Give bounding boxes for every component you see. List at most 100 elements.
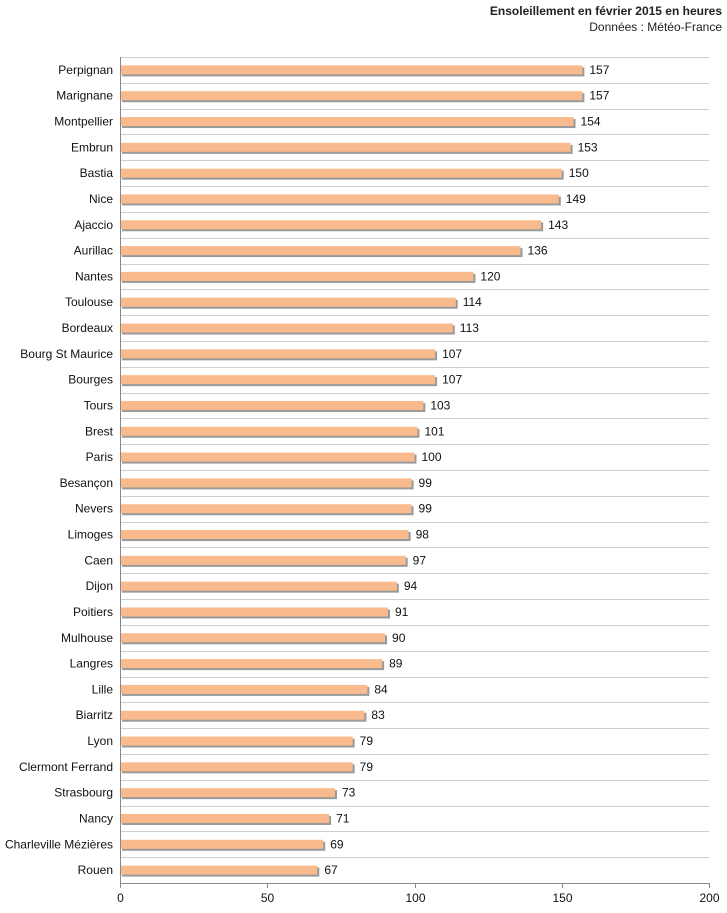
category-label: Besançon	[60, 476, 113, 490]
category-label: Poitiers	[73, 605, 113, 619]
category-label: Montpellier	[54, 115, 113, 129]
bar	[120, 478, 412, 488]
data-label: 103	[430, 398, 450, 412]
x-tick-label: 100	[405, 891, 425, 905]
data-label: 154	[581, 115, 601, 129]
chart-subtitle: Données : Météo-France	[589, 20, 722, 34]
data-label: 114	[463, 295, 482, 309]
category-label: Biarritz	[76, 708, 113, 722]
data-label: 83	[371, 708, 385, 722]
category-label: Bordeaux	[62, 321, 113, 335]
bar	[120, 762, 353, 772]
category-label: Mulhouse	[61, 631, 113, 645]
data-label: 90	[392, 631, 406, 645]
bar	[120, 684, 368, 694]
bar	[120, 220, 542, 230]
data-label: 73	[342, 786, 356, 800]
category-label: Embrun	[71, 140, 113, 154]
category-label: Clermont Ferrand	[19, 760, 113, 774]
data-label: 97	[413, 553, 427, 567]
data-label: 113	[460, 321, 479, 335]
data-label: 89	[389, 657, 403, 671]
data-label: 153	[578, 140, 598, 154]
bar	[120, 788, 335, 798]
bar	[120, 323, 453, 333]
category-label: Limoges	[68, 528, 113, 542]
category-label: Lille	[92, 682, 114, 696]
bar	[120, 659, 383, 669]
bar	[120, 297, 456, 307]
x-tick-label: 150	[552, 891, 572, 905]
bar	[120, 633, 386, 643]
category-label: Paris	[86, 450, 113, 464]
x-tick-label: 200	[699, 891, 719, 905]
bar	[120, 555, 406, 565]
category-label: Perpignan	[58, 63, 113, 77]
data-label: 150	[569, 166, 589, 180]
bar	[120, 813, 330, 823]
category-label: Bastia	[80, 166, 114, 180]
data-label: 79	[360, 760, 374, 774]
data-label: 69	[330, 837, 344, 851]
data-label: 100	[422, 450, 442, 464]
bar	[120, 65, 583, 75]
category-label: Lyon	[87, 734, 113, 748]
data-label: 120	[480, 269, 500, 283]
bar	[120, 839, 324, 849]
category-label: Langres	[70, 657, 113, 671]
data-label: 98	[416, 528, 430, 542]
data-label: 79	[360, 734, 374, 748]
x-tick-label: 0	[117, 891, 124, 905]
category-label: Aurillac	[74, 244, 113, 258]
category-label: Nantes	[75, 269, 113, 283]
data-label: 149	[566, 192, 586, 206]
labels: Perpignan 157 Marignane 157 Montpellier 154 Em…	[5, 63, 610, 877]
bar	[120, 194, 559, 204]
data-label: 94	[404, 579, 418, 593]
bar	[120, 246, 521, 256]
category-label: Caen	[84, 553, 113, 567]
category-label: Marignane	[56, 89, 113, 103]
bar	[120, 400, 424, 410]
category-label: Rouen	[78, 863, 113, 877]
bar	[120, 504, 412, 514]
category-label: Nice	[89, 192, 113, 206]
bar	[120, 168, 562, 178]
category-label: Brest	[85, 424, 114, 438]
bar	[120, 426, 418, 436]
bar	[120, 607, 388, 617]
bar	[120, 271, 474, 281]
x-tick-label: 50	[261, 891, 275, 905]
data-label: 67	[324, 863, 338, 877]
data-label: 107	[442, 347, 462, 361]
category-label: Bourg St Maurice	[20, 347, 113, 361]
category-label: Nevers	[75, 502, 113, 516]
data-label: 71	[336, 811, 350, 825]
axes: 0 50 100 150 200	[117, 57, 720, 905]
category-label: Tours	[84, 398, 113, 412]
bar	[120, 581, 397, 591]
category-label: Ajaccio	[74, 218, 113, 232]
chart-title: Ensoleillement en février 2015 en heures	[489, 4, 722, 18]
bar	[120, 452, 415, 462]
data-label: 91	[395, 605, 409, 619]
bars	[120, 65, 585, 877]
bar	[120, 530, 409, 540]
bar	[120, 375, 436, 385]
bar	[120, 142, 571, 152]
data-label: 84	[374, 682, 388, 696]
bar	[120, 736, 353, 746]
data-label: 157	[589, 89, 609, 103]
grid-lines	[120, 57, 709, 884]
category-label: Strasbourg	[54, 786, 113, 800]
bar	[120, 117, 574, 127]
category-label: Charleville Mézières	[5, 837, 113, 851]
bar	[120, 865, 318, 875]
data-label: 107	[442, 373, 462, 387]
category-label: Dijon	[86, 579, 113, 593]
data-label: 136	[528, 244, 548, 258]
category-label: Bourges	[68, 373, 113, 387]
data-label: 101	[424, 424, 444, 438]
bar	[120, 349, 436, 359]
